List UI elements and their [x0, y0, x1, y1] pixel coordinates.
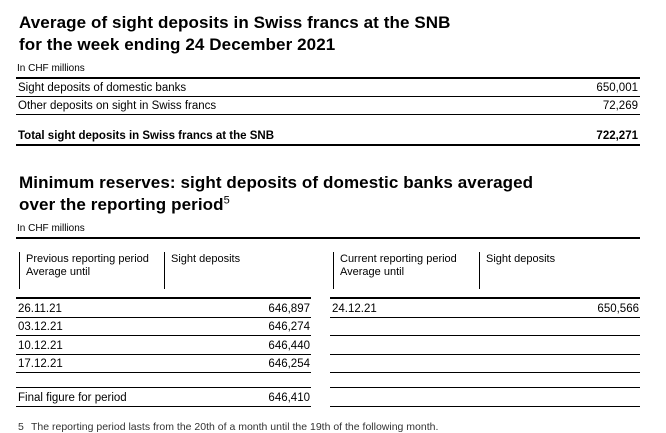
final-value: 646,410	[268, 392, 310, 404]
section2-title-line1: Minimum reserves: sight deposits of dome…	[19, 173, 534, 192]
header-line2: Average until	[340, 266, 405, 278]
row-value: 646,897	[268, 302, 310, 315]
row-date: 24.12.21	[332, 302, 377, 315]
section2-title: Minimum reserves: sight deposits of dome…	[19, 172, 640, 216]
row-value: 650,001	[596, 82, 638, 94]
current-period-table: Current reporting period Average until S…	[330, 252, 640, 407]
section1-title-line2: for the week ending 24 December 2021	[19, 35, 336, 54]
sight-deposits-table: Sight deposits of domestic banks 650,001…	[16, 77, 640, 146]
empty-row	[330, 373, 640, 388]
header-line2: Average until	[26, 266, 91, 278]
final-figure-row: Final figure for period 646,410	[16, 388, 311, 407]
row-date: 03.12.21	[18, 321, 63, 333]
table-row: Sight deposits of domestic banks 650,001	[16, 79, 640, 97]
header-deposits-column: Sight deposits	[479, 252, 640, 289]
section2-title-line2: over the reporting period	[19, 195, 224, 214]
row-date: 10.12.21	[18, 339, 63, 352]
footnote-text: The reporting period lasts from the 20th…	[31, 421, 439, 433]
previous-period-header: Previous reporting period Average until …	[19, 252, 311, 289]
final-figure-row	[330, 388, 640, 407]
row-label: Other deposits on sight in Swiss francs	[18, 100, 217, 112]
current-period-rows: 24.12.21 650,566	[330, 297, 640, 407]
row-value: 646,254	[268, 358, 310, 370]
header-deposits-column: Sight deposits	[164, 252, 311, 289]
total-label: Total sight deposits in Swiss francs at …	[18, 130, 275, 142]
reporting-period-tables: Previous reporting period Average until …	[16, 252, 640, 407]
header-line1: Previous reporting period	[26, 253, 149, 265]
table-row: 26.11.21 646,897	[16, 299, 311, 318]
row-label: Sight deposits of domestic banks	[18, 82, 187, 94]
header-period-column: Current reporting period Average until	[333, 252, 479, 289]
current-period-header: Current reporting period Average until S…	[333, 252, 640, 289]
section1-title: Average of sight deposits in Swiss franc…	[19, 12, 640, 56]
row-value: 646,440	[268, 339, 310, 352]
header-line1: Current reporting period	[340, 253, 457, 265]
total-value: 722,271	[596, 130, 638, 142]
footnote-number: 5	[18, 421, 24, 433]
final-label: Final figure for period	[18, 392, 127, 404]
table-row: 10.12.21 646,440	[16, 336, 311, 355]
table-row	[330, 336, 640, 355]
footnote-reference: 5	[223, 194, 230, 207]
table-row: Other deposits on sight in Swiss francs …	[16, 97, 640, 115]
previous-period-rows: 26.11.21 646,897 03.12.21 646,274 10.12.…	[16, 297, 311, 407]
empty-row	[16, 373, 311, 388]
row-value: 646,274	[268, 321, 310, 333]
section2-divider	[16, 237, 640, 239]
section1-unit-label: In CHF millions	[17, 63, 85, 74]
table-row: 17.12.21 646,254	[16, 355, 311, 373]
previous-period-table: Previous reporting period Average until …	[16, 252, 311, 407]
header-period-column: Previous reporting period Average until	[19, 252, 164, 289]
section1-title-line1: Average of sight deposits in Swiss franc…	[19, 13, 451, 32]
section2-unit-label: In CHF millions	[17, 223, 85, 234]
row-date: 17.12.21	[18, 358, 63, 370]
table-row	[330, 318, 640, 336]
total-row: Total sight deposits in Swiss francs at …	[16, 126, 640, 146]
row-value: 72,269	[602, 100, 638, 112]
table-row: 03.12.21 646,274	[16, 318, 311, 336]
table-row: 24.12.21 650,566	[330, 299, 640, 318]
footnote: 5 The reporting period lasts from the 20…	[18, 421, 640, 433]
table-row	[330, 355, 640, 373]
row-date: 26.11.21	[18, 302, 62, 315]
row-value: 650,566	[597, 302, 639, 315]
